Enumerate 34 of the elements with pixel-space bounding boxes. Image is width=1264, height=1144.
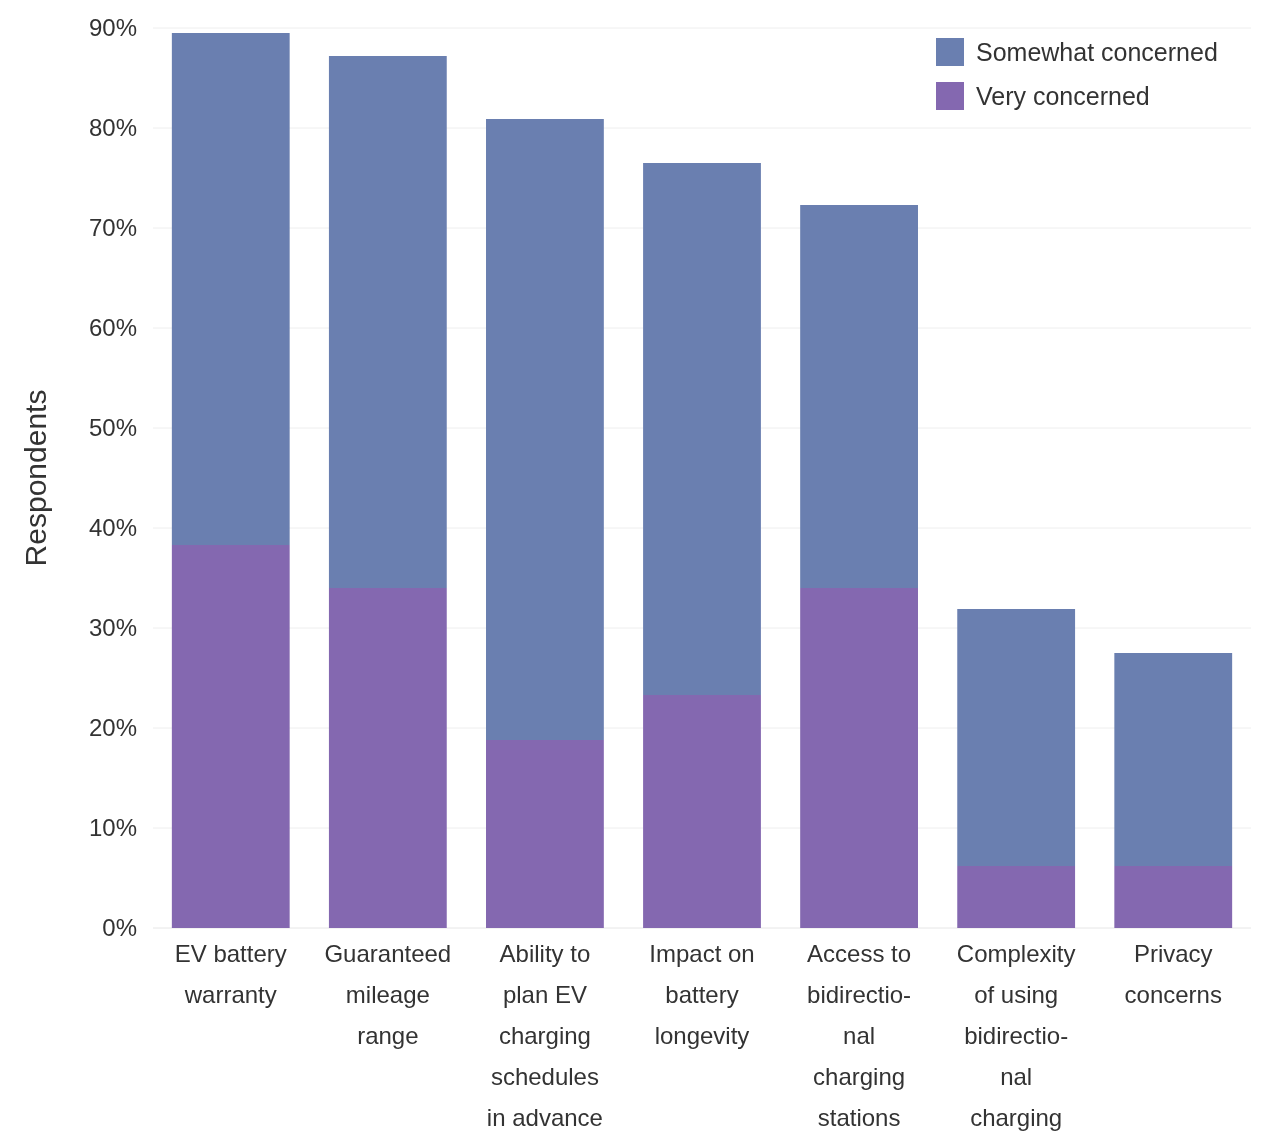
y-tick-label: 0%: [102, 914, 137, 942]
y-tick-label: 70%: [88, 214, 137, 242]
x-tick-label: EV battery warranty: [174, 940, 287, 1008]
x-tick-label: Ability to plan EV charging schedules in advance: [486, 940, 603, 1131]
bar: [1114, 653, 1233, 866]
bar: [800, 205, 918, 588]
legend-label: Very concerned: [976, 81, 1150, 110]
bar: [486, 740, 604, 928]
bar: [486, 119, 604, 740]
y-tick-label: 90%: [88, 14, 137, 42]
bar: [643, 163, 761, 695]
x-tick-label: Access to bidirectio- nal charging stations: [807, 940, 912, 1131]
y-tick-label: 50%: [88, 414, 137, 442]
bar: [800, 588, 918, 928]
y-tick-label: 30%: [88, 614, 137, 642]
y-tick-label: 10%: [88, 814, 137, 842]
y-tick-label: 80%: [88, 114, 137, 142]
legend-label: Somewhat concerned: [976, 37, 1218, 66]
x-tick-label: Complexity of using bidirectio- nal charging: [956, 940, 1076, 1131]
x-tick-label: Guaranteed mileage range: [324, 940, 452, 1049]
bar: [328, 56, 447, 588]
y-tick-label: 60%: [88, 314, 137, 342]
y-tick-label: 40%: [88, 514, 137, 542]
bar: [957, 609, 1076, 866]
y-axis-title: Respondents: [19, 389, 52, 567]
x-tick-label: Impact on battery longevity: [649, 940, 755, 1049]
bar: [171, 545, 290, 928]
bar: [1114, 866, 1233, 928]
y-tick-label: 20%: [88, 714, 137, 742]
bar: [957, 866, 1076, 928]
bar: [643, 695, 761, 928]
bar: [171, 33, 290, 545]
x-tick-label: Privacy concerns: [1124, 940, 1222, 1008]
bar: [328, 588, 447, 928]
